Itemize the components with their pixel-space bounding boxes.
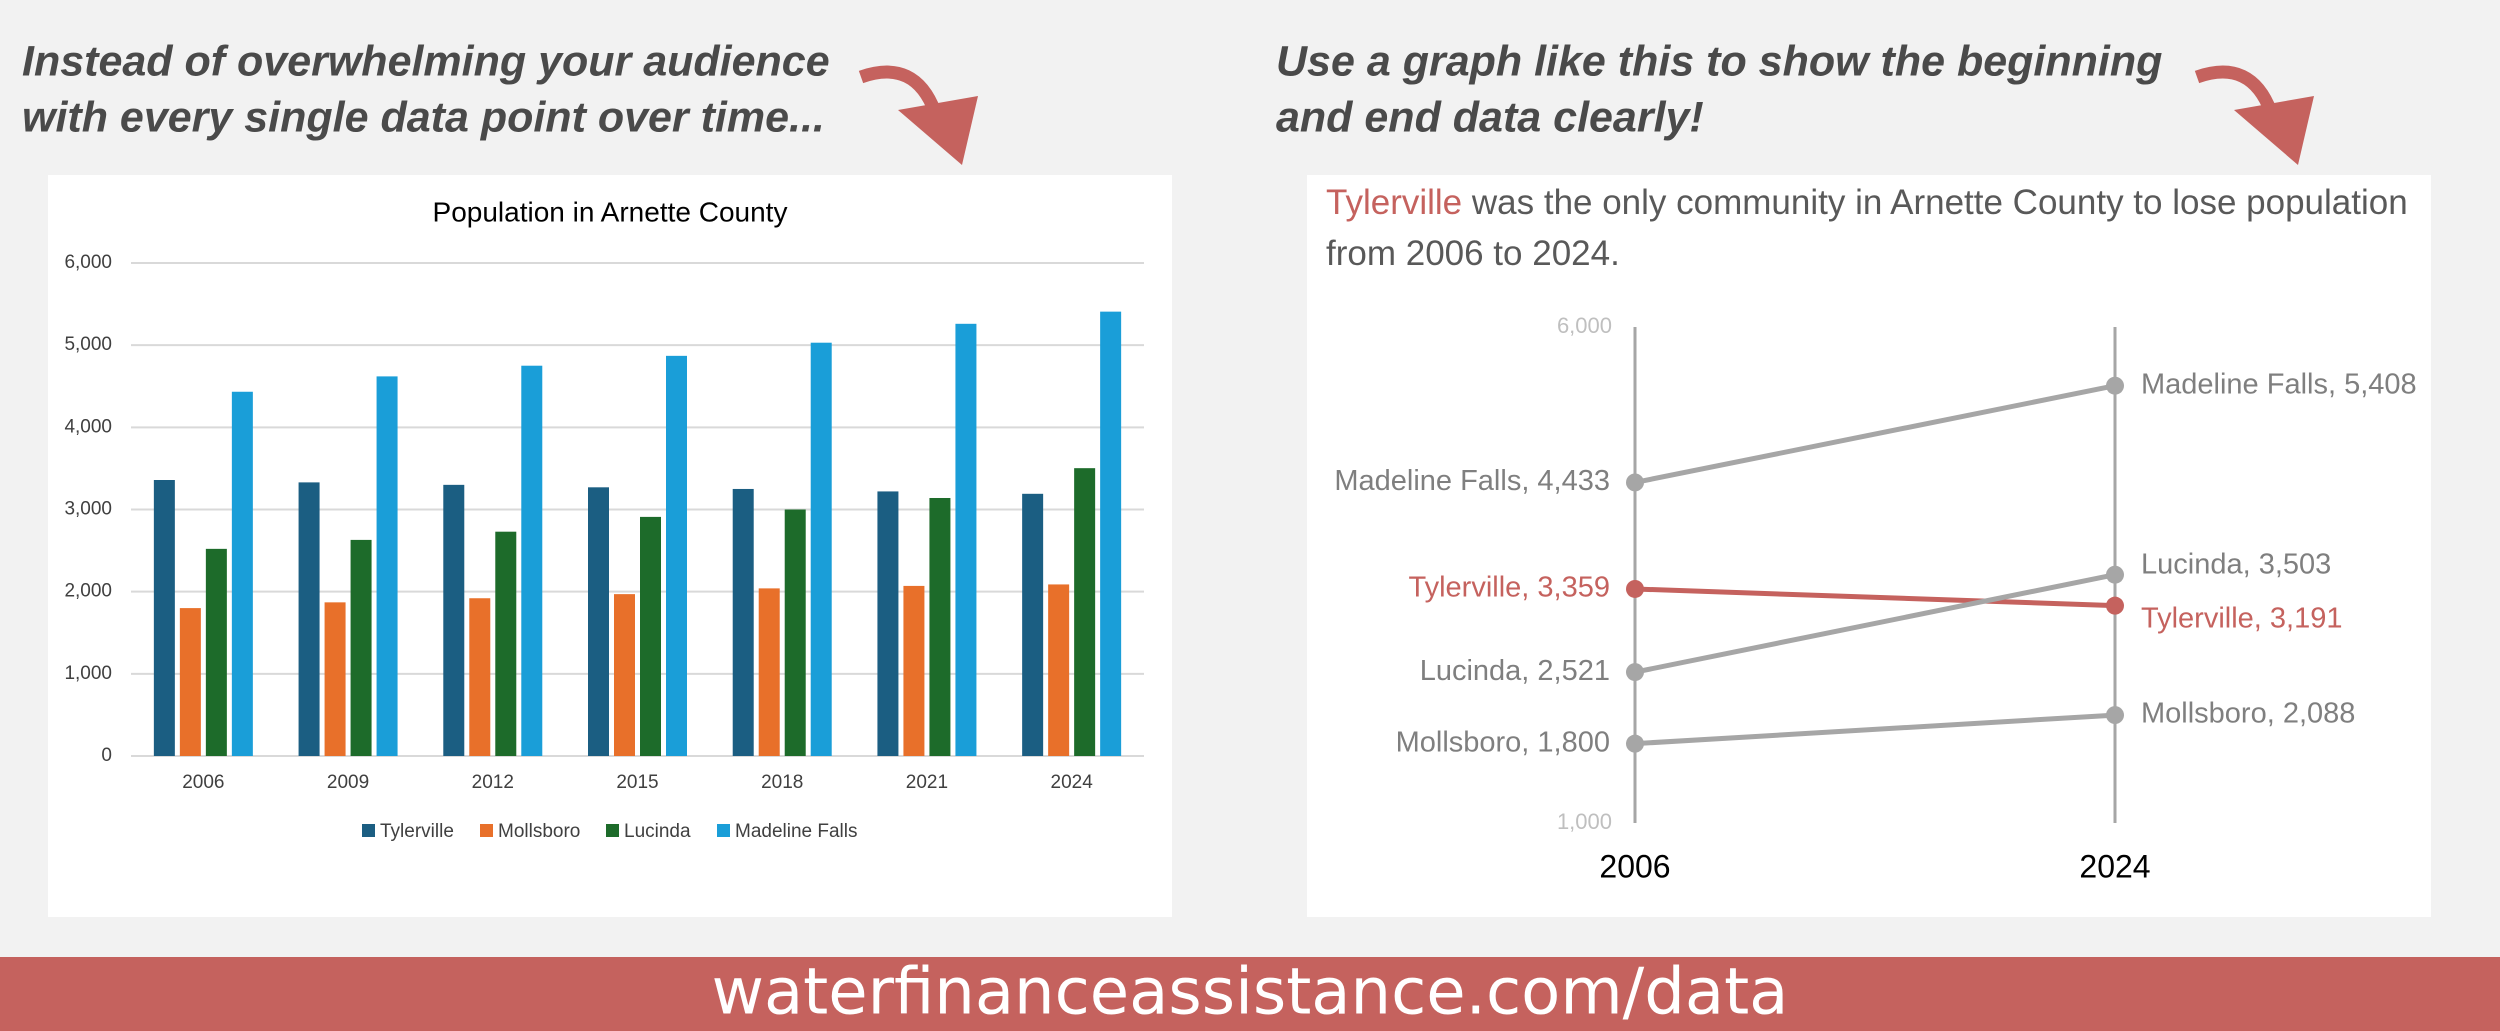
slope-point xyxy=(2106,596,2124,615)
bar xyxy=(640,516,661,756)
bar xyxy=(732,488,754,756)
slope-point xyxy=(1626,734,1644,753)
bar xyxy=(666,355,687,756)
x-tick-label: 2024 xyxy=(1051,772,1094,793)
slope-line xyxy=(1634,586,2116,609)
footer-band xyxy=(0,957,2500,1031)
y-tick-label: 6,000 xyxy=(64,252,112,273)
slope-title-box: Tylerville was the only community in Arn… xyxy=(1326,178,2416,280)
y-tick-label: 6,000 xyxy=(1557,313,1612,338)
slope-title: Tylerville was the only community in Arn… xyxy=(1326,178,2416,280)
x-tick-label: 2015 xyxy=(616,772,658,793)
x-tick-label: 2021 xyxy=(906,772,948,793)
slope-point xyxy=(1626,473,1644,492)
x-tick-label: 2006 xyxy=(1599,848,1670,884)
legend-swatch xyxy=(362,824,375,837)
bar xyxy=(231,391,253,756)
legend-swatch xyxy=(480,824,493,837)
x-tick-label: 2024 xyxy=(2079,848,2150,884)
bar xyxy=(1048,584,1070,756)
y-tick-label: 4,000 xyxy=(64,416,112,437)
x-tick-label: 2009 xyxy=(327,772,369,793)
bar xyxy=(1074,468,1096,756)
bar xyxy=(588,487,609,756)
bar xyxy=(153,480,175,756)
bar xyxy=(810,342,832,756)
arrow xyxy=(858,65,978,165)
title-highlight: Tylerville xyxy=(1326,183,1463,222)
x-tick-label: 2006 xyxy=(182,772,224,793)
x-tick-label: 2012 xyxy=(472,772,514,793)
y-tick-label: 3,000 xyxy=(64,499,112,520)
bar xyxy=(903,585,925,756)
slope-line xyxy=(1634,383,2116,485)
footer-url: waterfinanceassistance.com/data xyxy=(712,956,1789,1030)
bar xyxy=(1022,493,1044,756)
point-label: Lucinda, 2,521 xyxy=(1420,655,1610,687)
left-heading: Instead of overwhelming your audience xyxy=(22,37,830,85)
bar xyxy=(955,323,977,756)
bar xyxy=(324,602,346,756)
bar xyxy=(758,588,780,756)
right-panel xyxy=(1307,175,2431,917)
legend-label: Tylerville xyxy=(380,821,454,842)
bar xyxy=(443,484,465,756)
legend-swatch xyxy=(717,824,730,837)
point-label: Lucinda, 3,503 xyxy=(2141,548,2331,580)
point-label: Madeline Falls, 5,408 xyxy=(2141,368,2417,400)
slope-point xyxy=(1626,579,1644,598)
slope-point xyxy=(1626,663,1644,682)
y-tick-label: 1,000 xyxy=(64,663,112,684)
right-heading: Use a graph like this to show the beginn… xyxy=(1276,37,2162,85)
bar xyxy=(784,509,806,756)
slope-line xyxy=(1634,572,2116,675)
point-label: Madeline Falls, 4,433 xyxy=(1334,465,1610,497)
point-label: Tylerville, 3,191 xyxy=(2141,602,2343,634)
bar xyxy=(376,376,398,756)
point-label: Mollsboro, 1,800 xyxy=(1396,726,1610,758)
point-label: Mollsboro, 2,088 xyxy=(2141,698,2355,730)
y-tick-label: 5,000 xyxy=(64,334,112,355)
slope-point xyxy=(2106,376,2124,395)
legend-swatch xyxy=(606,824,619,837)
left-panel xyxy=(48,175,1172,917)
legend-label: Mollsboro xyxy=(498,821,580,842)
slope-point xyxy=(2106,565,2124,584)
title-text: was the only community in Arnette County… xyxy=(1326,183,2408,273)
bar xyxy=(179,608,201,756)
bar xyxy=(614,594,635,756)
y-tick-label: 0 xyxy=(101,745,112,766)
bar xyxy=(469,598,491,756)
y-tick-label: 1,000 xyxy=(1557,809,1612,834)
right-heading: and end data clearly! xyxy=(1276,93,1704,141)
bar xyxy=(495,531,517,756)
bar xyxy=(350,539,372,756)
bar xyxy=(1100,311,1122,756)
legend-label: Lucinda xyxy=(624,821,691,842)
point-label: Tylerville, 3,359 xyxy=(1409,572,1611,604)
bar xyxy=(877,491,899,756)
arrow xyxy=(2194,65,2314,165)
bar xyxy=(205,548,227,756)
left-heading: with every single data point over time..… xyxy=(22,93,825,141)
chart-title: Population in Arnette County xyxy=(433,196,788,227)
slope-line xyxy=(1634,712,2116,747)
bar xyxy=(929,497,951,756)
bar xyxy=(521,365,543,756)
bar xyxy=(298,482,320,756)
slope-point xyxy=(2106,706,2124,725)
x-tick-label: 2018 xyxy=(761,772,803,793)
legend-label: Madeline Falls xyxy=(735,821,858,842)
y-tick-label: 2,000 xyxy=(64,581,112,602)
